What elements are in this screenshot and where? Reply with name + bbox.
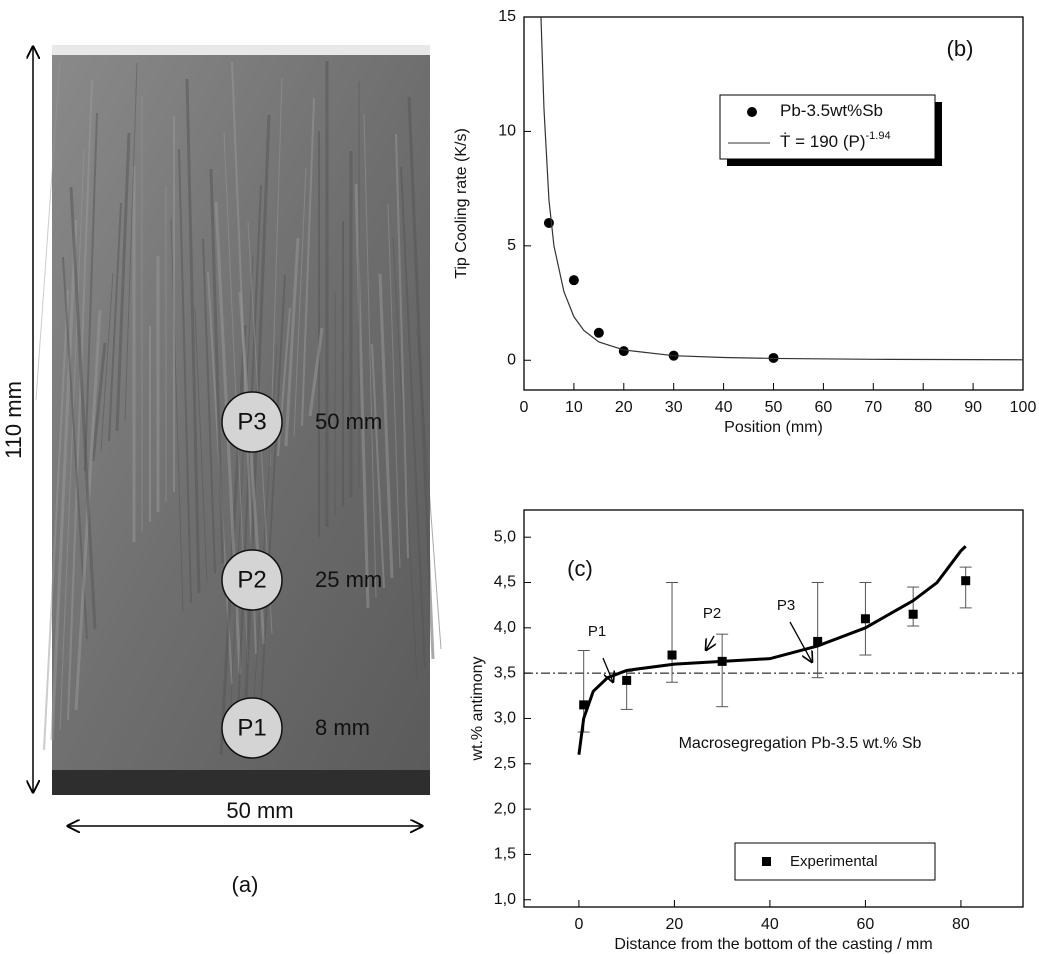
position-name: P3 <box>237 408 266 435</box>
position-label: 25 mm <box>315 567 382 592</box>
data-point <box>668 651 677 660</box>
error-bar <box>960 567 972 608</box>
data-point <box>909 610 918 619</box>
y-axis-label: wt.% antimony <box>469 656 486 761</box>
fit-line <box>541 17 1023 360</box>
legend-label: Experimental <box>790 853 878 870</box>
error-bar <box>812 583 824 678</box>
y-tick-label: 5,0 <box>494 528 516 545</box>
panel-title: (b) <box>947 36 974 61</box>
annotation-label: P3 <box>777 597 795 614</box>
chart: 0 10 20 30 40 50 60 70 80 90 100 0 5 10 15 Position (mm… <box>453 8 1036 436</box>
plot-area <box>578 546 972 754</box>
x-tick-label: 20 <box>615 399 633 416</box>
y-tick-label: 3,5 <box>494 664 516 681</box>
legend-label: Pb-3.5wt%Sb <box>780 101 883 120</box>
casting-top <box>52 45 430 55</box>
annotation-arrow <box>790 622 812 662</box>
x-tick-label: 0 <box>520 399 529 416</box>
x-tick-label: 70 <box>864 399 882 416</box>
data-point <box>961 576 970 585</box>
legend-label-text: Pb-3.5wt%Sb <box>780 101 883 120</box>
x-tick-label: 50 <box>765 399 783 416</box>
legend-label-text: Ṫ = 190 (P) <box>780 132 866 151</box>
width-label: 50 mm <box>226 798 293 823</box>
y-tick-label: 5 <box>507 237 516 254</box>
x-tick-label: 10 <box>565 399 583 416</box>
y-tick-label: 0 <box>507 351 516 368</box>
error-bar <box>666 583 678 683</box>
data-point <box>544 218 554 228</box>
position-label: 50 mm <box>315 409 382 434</box>
y-tick-label: 2,0 <box>494 800 516 817</box>
data-point <box>569 275 579 285</box>
legend-marker <box>762 857 771 866</box>
casting-bottom <box>52 770 430 795</box>
y-tick-label: 3,0 <box>494 710 516 727</box>
x-tick-label: 100 <box>1010 399 1037 416</box>
x-tick-label: 80 <box>952 916 970 933</box>
plot-area <box>541 17 1023 363</box>
legend-superscript: -1.94 <box>866 130 891 142</box>
height-label: 110 mm <box>1 381 26 459</box>
panel-label: (a) <box>232 872 259 897</box>
legend: Pb-3.5wt%Sb Ṫ = 190 (P)-1.94 <box>720 95 942 166</box>
y-tick-label: 4,0 <box>494 619 516 636</box>
x-tick-label: 40 <box>761 916 779 933</box>
x-axis-label: Distance from the bottom of the casting … <box>614 936 932 953</box>
chart: 0 20 40 60 80 1,0 1,5 2,0 2,5 3,0 3,5 4,0 4,5 5,0 Dist… <box>469 510 1023 953</box>
annotation-arrow <box>706 636 714 650</box>
legend: Experimental <box>735 843 935 880</box>
x-axis-label: Position (mm) <box>724 419 823 436</box>
y-axis-label: Tip Cooling rate (K/s) <box>453 128 470 279</box>
x-tick-label: 40 <box>715 399 733 416</box>
y-tick-label: 15 <box>498 8 516 25</box>
x-tick-label: 20 <box>666 916 684 933</box>
data-point <box>619 346 629 356</box>
legend-marker <box>747 107 757 117</box>
x-tick-label: 90 <box>964 399 982 416</box>
panel-title: (c) <box>567 556 593 581</box>
x-tick-label: 80 <box>914 399 932 416</box>
x-tick-label: 60 <box>815 399 833 416</box>
position-label: 8 mm <box>315 715 370 740</box>
x-tick-label: 30 <box>665 399 683 416</box>
annotation-label: P2 <box>703 605 721 622</box>
error-bar <box>716 634 728 707</box>
position-name: P2 <box>237 566 266 593</box>
y-tick-label: 1,5 <box>494 846 516 863</box>
data-point <box>622 676 631 685</box>
position-name: P1 <box>237 714 266 741</box>
annotation-label: P1 <box>588 623 606 640</box>
error-bar <box>907 587 919 626</box>
x-tick-label: 60 <box>857 916 875 933</box>
y-tick-label: 2,5 <box>494 755 516 772</box>
y-tick-label: 4,5 <box>494 574 516 591</box>
y-tick-label: 1,0 <box>494 891 516 908</box>
y-tick-label: 10 <box>498 123 516 140</box>
data-point <box>861 614 870 623</box>
fit-line <box>579 546 966 754</box>
data-point <box>594 328 604 338</box>
annotation-note: Macrosegregation Pb-3.5 wt.% Sb <box>679 735 922 752</box>
figure: 110 mm 50 mm (a) P3 50 mm P2 25 mm P1 8 mm 0 10 20 3… <box>0 0 1039 954</box>
x-tick-label: 0 <box>574 916 583 933</box>
